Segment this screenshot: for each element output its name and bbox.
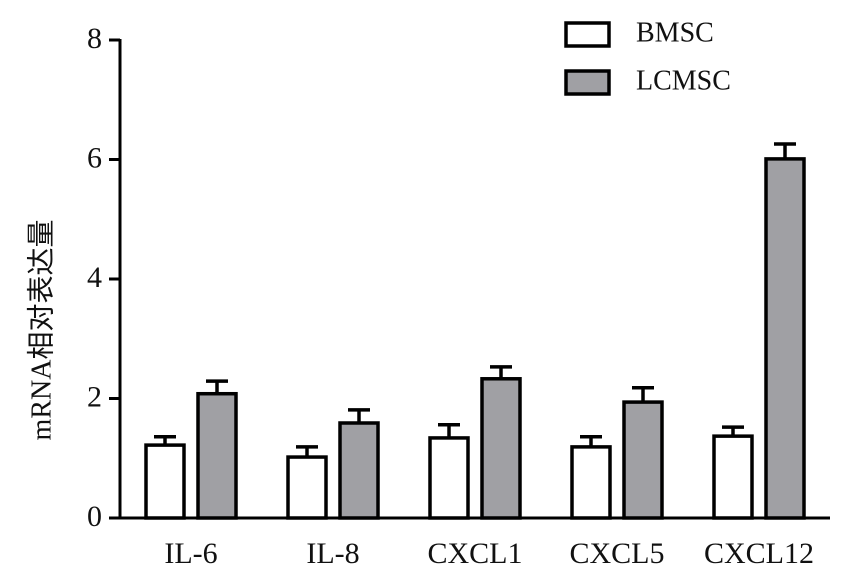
- y-axis-label: mRNA相对表达量: [25, 220, 57, 441]
- bar: [196, 391, 238, 520]
- bar: [338, 421, 380, 520]
- bar: [480, 377, 522, 520]
- bar: [428, 436, 470, 520]
- y-tick-label: 6: [87, 141, 102, 174]
- bar: [570, 445, 612, 520]
- y-tick-label: 4: [87, 261, 102, 294]
- x-tick-label: CXCL5: [569, 537, 664, 570]
- y-tick-label: 0: [87, 500, 102, 533]
- bar: [712, 434, 754, 520]
- legend-label: BMSC: [636, 17, 714, 48]
- bar: [144, 443, 186, 520]
- x-tick-label: IL-8: [306, 537, 359, 570]
- x-tick-label: IL-6: [164, 537, 217, 570]
- legend-swatch: [564, 21, 611, 48]
- x-tick-label: CXCL1: [427, 537, 522, 570]
- bar: [622, 400, 664, 520]
- bar: [764, 157, 806, 520]
- x-tick-label: CXCL12: [704, 537, 814, 570]
- bar: [286, 455, 328, 520]
- y-tick-label: 2: [87, 380, 102, 413]
- legend-label: LCMSC: [636, 65, 731, 96]
- legend-swatch: [564, 69, 611, 96]
- y-tick-label: 8: [87, 22, 102, 55]
